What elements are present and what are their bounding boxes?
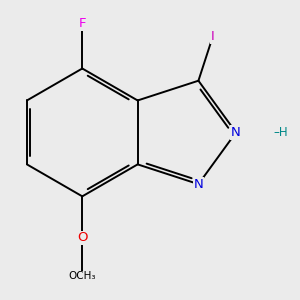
Text: –H: –H [273,126,288,139]
Text: N: N [194,178,203,190]
Text: I: I [211,30,214,44]
Text: N: N [231,126,241,139]
Text: O: O [77,231,88,244]
Text: F: F [79,17,86,30]
Text: OCH₃: OCH₃ [68,271,96,281]
